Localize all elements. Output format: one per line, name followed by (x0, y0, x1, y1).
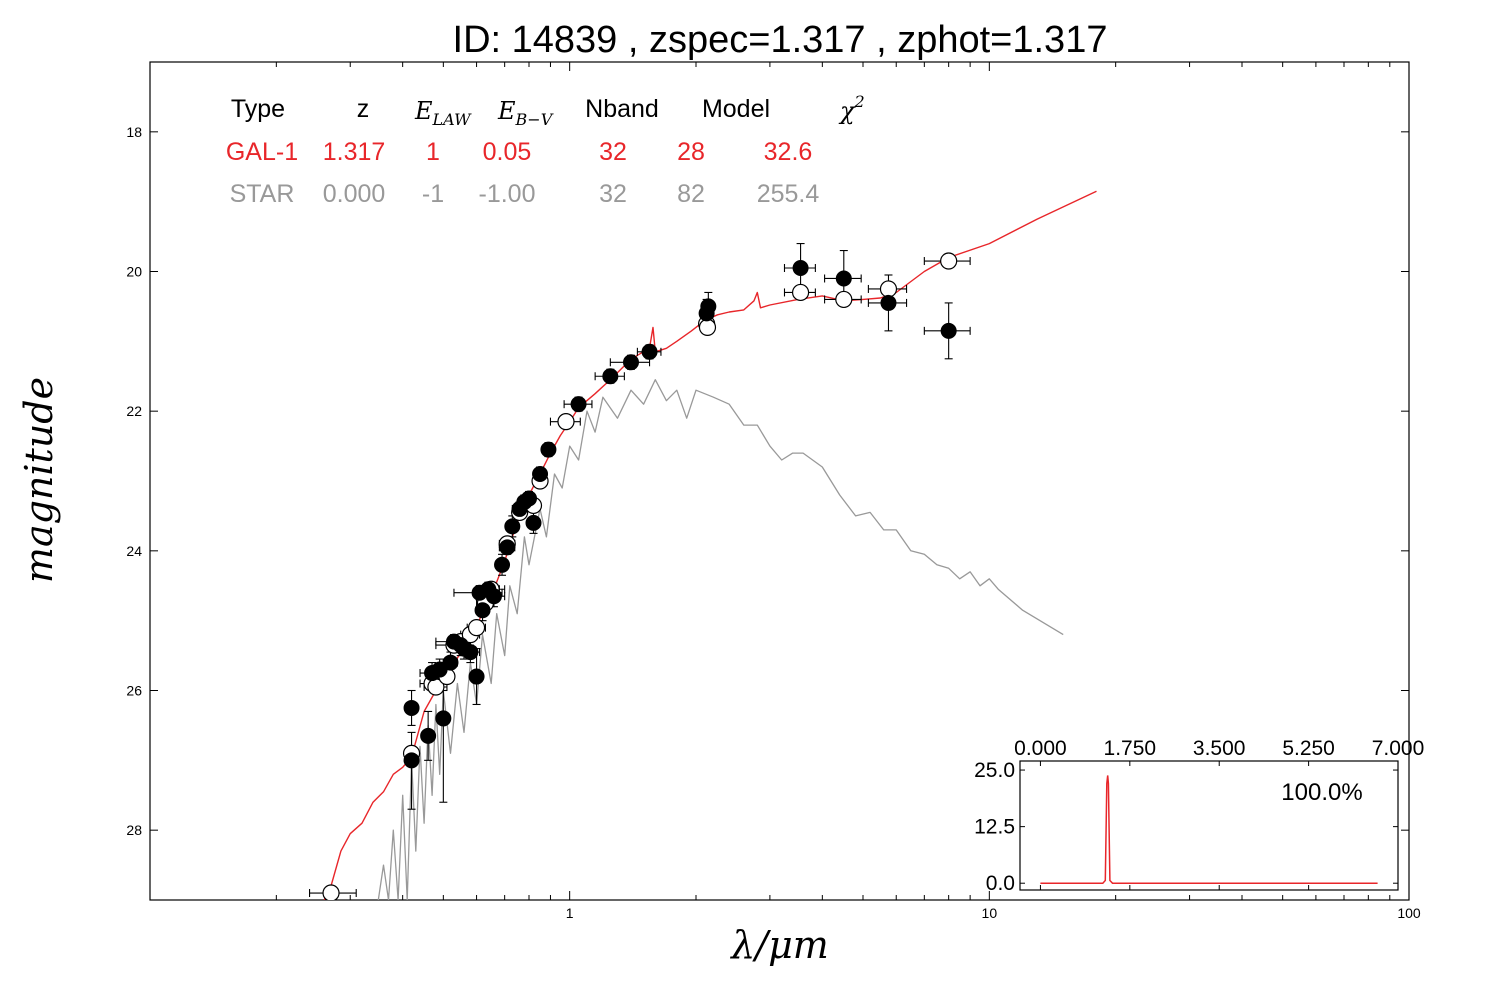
inset-x-tick-label: 5.250 (1282, 737, 1335, 760)
inset-x-tick-label: 1.750 (1104, 737, 1157, 760)
observed-flux-marker (520, 490, 537, 507)
inset-y-tick-label: 0.0 (986, 872, 1015, 895)
observed-flux-marker (494, 556, 511, 573)
legend-cell-nband: 32 (599, 138, 627, 166)
legend-cell-ebv: -1.00 (479, 180, 536, 208)
inset-pdf-line (1040, 775, 1378, 884)
chi2-main: χ (838, 97, 856, 125)
legend-table: Type z ELAW EB−V Nband Model χ2 GAL-1 1.3… (226, 92, 865, 208)
y-tick-label: 18 (126, 124, 142, 140)
inset-frame (1019, 760, 1399, 891)
legend-cell-chi2: 32.6 (764, 138, 813, 166)
legend-header-z: z (357, 95, 370, 123)
observed-flux-marker (435, 710, 452, 727)
legend-header-model: Model (702, 95, 770, 123)
legend-cell-type: GAL-1 (226, 138, 298, 166)
inset-x-tick-label: 0.000 (1014, 737, 1067, 760)
model-flux-marker (467, 619, 486, 637)
y-axis-label: magnitude (17, 377, 61, 583)
main-plot-frame (149, 61, 1410, 901)
inset-y-tick-label: 25.0 (974, 759, 1015, 782)
y-tick-label: 20 (126, 264, 142, 280)
x-axis-label: λ/μm (729, 923, 829, 967)
observed-flux-marker (420, 727, 437, 744)
legend-cell-model: 82 (677, 180, 705, 208)
observed-flux-marker (532, 466, 549, 483)
observed-flux-marker (499, 539, 516, 556)
legend-cell-type: STAR (230, 180, 295, 208)
observed-flux-marker (641, 343, 658, 360)
x-tick-label: 10 (982, 905, 998, 921)
observed-flux-marker (442, 654, 459, 671)
y-tick-label: 22 (126, 403, 142, 419)
observed-flux-marker (835, 270, 852, 287)
observed-flux-marker (403, 752, 420, 769)
observed-flux-marker (468, 668, 485, 685)
observed-flux-marker (602, 368, 619, 385)
model-flux-marker (322, 884, 340, 900)
inset-x-tick-label: 3.500 (1193, 737, 1246, 760)
model-flux-marker (557, 413, 575, 431)
ebv-main: E (497, 97, 516, 125)
legend-header-elaw: ELAW (414, 97, 472, 129)
inset-axis-ticks: 0.000 1.750 3.500 5.250 7.000 0.0 12.5 25.0 (974, 737, 1424, 895)
legend-cell-z: 1.317 (323, 138, 386, 166)
x-tick-label: 100 (1397, 905, 1421, 921)
observed-flux-marker (570, 396, 587, 413)
legend-cell-elaw: 1 (426, 138, 440, 166)
legend-header-type: Type (231, 95, 285, 123)
model-flux-marker (791, 283, 810, 302)
legend-cell-ebv: 0.05 (483, 138, 532, 166)
legend-header-chi2: χ2 (838, 92, 865, 125)
model-flux-marker (940, 252, 958, 270)
observed-flux-marker (622, 354, 639, 371)
inset-y-tick-label: 12.5 (974, 816, 1015, 839)
model-flux-marker (698, 318, 717, 336)
model-flux-marker (835, 290, 853, 309)
elaw-sub: LAW (432, 110, 473, 129)
inset-panel: 0.000 1.750 3.500 5.250 7.000 0.0 12.5 25.0 100… (974, 737, 1424, 895)
chi2-sup: 2 (854, 92, 865, 111)
y-tick-label: 24 (126, 543, 142, 559)
observed-flux-marker (525, 514, 542, 531)
x-tick-label: 1 (566, 905, 574, 921)
legend-header-nband: Nband (585, 95, 659, 123)
main-axis-ticks: 1 10 100 18 20 22 24 26 28 (126, 62, 1421, 921)
star-model-spectrum-line (377, 379, 1064, 900)
legend-header-ebv: EB−V (497, 97, 554, 129)
elaw-main: E (414, 97, 433, 125)
observed-flux-marker (462, 644, 479, 661)
y-tick-label: 26 (126, 683, 142, 699)
observed-flux-marker (700, 298, 717, 315)
legend-cell-model: 28 (677, 138, 705, 166)
observed-flux-marker (485, 588, 502, 605)
observed-flux-marker (403, 699, 420, 716)
observed-flux-marker (504, 518, 521, 535)
main-series-layer (309, 190, 1097, 900)
observed-flux-marker (880, 294, 897, 311)
observed-flux-marker (792, 260, 809, 277)
inset-series-layer (1040, 775, 1378, 884)
observed-flux-marker (940, 322, 957, 339)
model-flux-marker (879, 280, 898, 298)
legend-cell-nband: 32 (599, 180, 627, 208)
observed-flux-marker (474, 602, 491, 619)
y-tick-label: 28 (126, 822, 142, 838)
legend-rows: GAL-1 1.317 1 0.05 32 28 32.6 STAR 0.000 -1 -1.00 3… (226, 138, 820, 208)
inset-x-tick-label: 7.000 (1372, 737, 1425, 760)
chart-title: ID: 14839 , zspec=1.317 , zphot=1.317 (453, 19, 1108, 61)
ebv-sub: B−V (515, 110, 554, 129)
observed-flux-marker (540, 441, 557, 458)
legend-cell-z: 0.000 (323, 180, 386, 208)
legend-cell-elaw: -1 (422, 180, 444, 208)
inset-annotation: 100.0% (1281, 779, 1362, 806)
legend-cell-chi2: 255.4 (757, 180, 820, 208)
